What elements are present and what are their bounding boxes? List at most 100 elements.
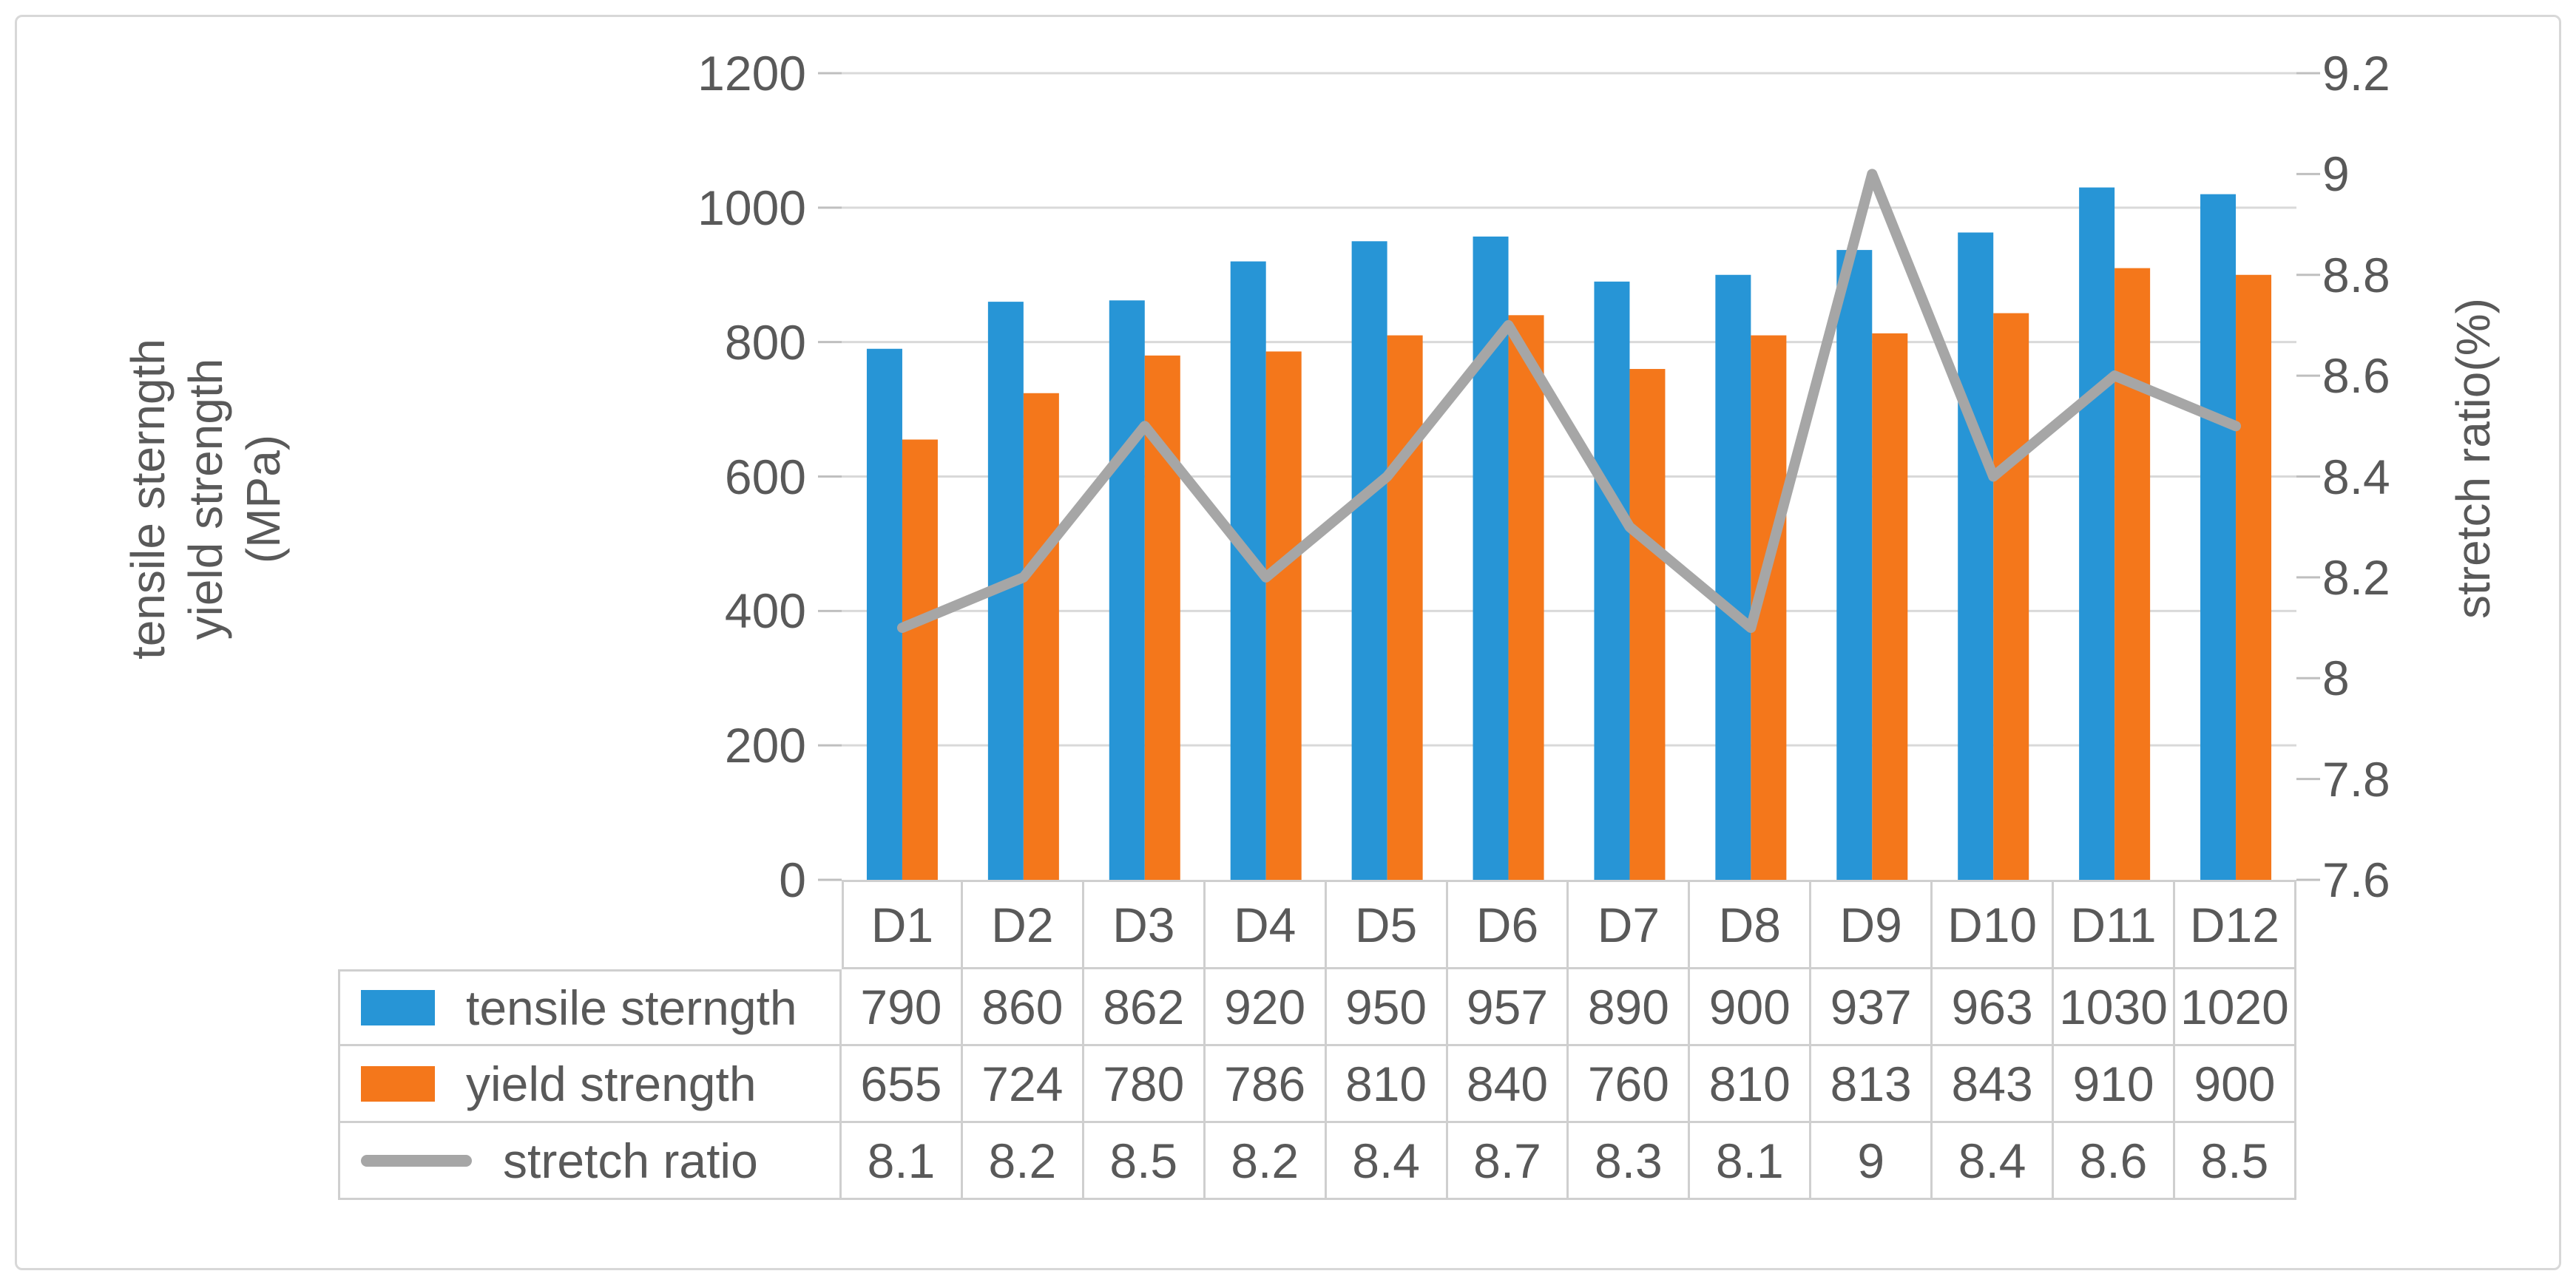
value-tensile-sterngth-D4: 920 xyxy=(1205,969,1327,1046)
value-stretch-ratio-D6: 8.7 xyxy=(1447,1123,1569,1200)
bar-tensile-sterngth-D7 xyxy=(1594,281,1630,880)
category-header-D11: D11 xyxy=(2054,880,2175,969)
value-tensile-sterngth-D9: 937 xyxy=(1811,969,1933,1046)
value-yield-strength-D4: 786 xyxy=(1205,1046,1327,1123)
left-axis-title-line2: yield strength xyxy=(179,358,232,640)
value-yield-strength-D7: 760 xyxy=(1569,1046,1691,1123)
category-header-D2: D2 xyxy=(962,880,1084,969)
value-tensile-sterngth-D3: 862 xyxy=(1084,969,1206,1046)
value-stretch-ratio-D4: 8.2 xyxy=(1205,1123,1327,1200)
right-axis-tick-label: 8.2 xyxy=(2322,549,2390,605)
value-stretch-ratio-D12: 8.5 xyxy=(2174,1123,2296,1200)
value-yield-strength-D1: 655 xyxy=(842,1046,963,1123)
bar-tensile-sterngth-D9 xyxy=(1836,250,1873,880)
series-name-label: stretch ratio xyxy=(503,1133,758,1188)
left-axis-tick-label: 0 xyxy=(779,852,806,907)
value-yield-strength-D10: 843 xyxy=(1933,1046,2055,1123)
value-tensile-sterngth-D2: 860 xyxy=(962,969,1084,1046)
left-axis-title: tensile sterngth yield strength (MPa) xyxy=(119,18,292,980)
bar-tensile-sterngth-D1 xyxy=(866,348,902,881)
bar-yield-strength-D5 xyxy=(1387,335,1423,880)
category-header-D5: D5 xyxy=(1326,880,1448,969)
value-stretch-ratio-D8: 8.1 xyxy=(1690,1123,1812,1200)
bar-tensile-sterngth-D5 xyxy=(1351,241,1387,881)
category-header-D6: D6 xyxy=(1447,880,1569,969)
bar-yield-strength-D1 xyxy=(902,439,938,880)
legend-key-yield-strength xyxy=(361,1065,435,1102)
bar-yield-strength-D7 xyxy=(1629,369,1666,880)
value-tensile-sterngth-D10: 963 xyxy=(1933,969,2055,1046)
bar-tensile-sterngth-D12 xyxy=(2200,194,2237,880)
left-axis-tick-label: 800 xyxy=(724,314,806,370)
value-tensile-sterngth-D12: 1020 xyxy=(2174,969,2296,1046)
bar-yield-strength-D11 xyxy=(2114,268,2151,880)
value-tensile-sterngth-D7: 890 xyxy=(1569,969,1691,1046)
category-header-D7: D7 xyxy=(1569,880,1691,969)
right-axis-tick-label: 9 xyxy=(2322,146,2350,202)
right-axis-tick-label: 9.2 xyxy=(2322,46,2390,101)
data-table: D1 D2 D3 D4 D5 D6 D7 D8 D9 D10 D11 D12 tensile stern… xyxy=(338,880,2296,1200)
value-stretch-ratio-D7: 8.3 xyxy=(1569,1123,1691,1200)
value-stretch-ratio-D11: 8.6 xyxy=(2054,1123,2175,1200)
bar-yield-strength-D2 xyxy=(1023,393,1059,880)
value-tensile-sterngth-D6: 957 xyxy=(1447,969,1569,1046)
left-axis-tick-label: 400 xyxy=(724,583,806,639)
right-axis-tick-label: 7.6 xyxy=(2322,852,2390,907)
bar-tensile-sterngth-D10 xyxy=(1958,232,1994,880)
value-yield-strength-D3: 780 xyxy=(1084,1046,1206,1123)
value-stretch-ratio-D9: 9 xyxy=(1811,1123,1933,1200)
value-tensile-sterngth-D11: 1030 xyxy=(2054,969,2175,1046)
bar-yield-strength-D12 xyxy=(2236,274,2272,880)
value-tensile-sterngth-D5: 950 xyxy=(1326,969,1448,1046)
category-header-D3: D3 xyxy=(1084,880,1206,969)
chart-frame-border xyxy=(15,15,2561,1270)
bar-tensile-sterngth-D11 xyxy=(2079,187,2115,880)
value-yield-strength-D11: 910 xyxy=(2054,1046,2175,1123)
value-stretch-ratio-D5: 8.4 xyxy=(1326,1123,1448,1200)
legend-key-stretch-ratio xyxy=(361,1154,472,1167)
table-corner-cell xyxy=(338,880,842,969)
table-series-row-tensile-sterngth: tensile sterngth xyxy=(338,969,842,1046)
bar-yield-strength-D9 xyxy=(1872,333,1908,880)
value-stretch-ratio-D2: 8.2 xyxy=(962,1123,1084,1200)
value-tensile-sterngth-D1: 790 xyxy=(842,969,963,1046)
category-header-D9: D9 xyxy=(1811,880,1933,969)
right-axis-tick-label: 8.8 xyxy=(2322,247,2390,302)
category-header-D4: D4 xyxy=(1205,880,1327,969)
bar-yield-strength-D10 xyxy=(1993,313,2029,880)
category-header-D1: D1 xyxy=(842,880,963,969)
bar-yield-strength-D4 xyxy=(1265,351,1302,880)
value-stretch-ratio-D1: 8.1 xyxy=(842,1123,963,1200)
left-axis-tick-label: 200 xyxy=(724,718,806,773)
left-axis-tick-label: 1000 xyxy=(697,180,806,235)
left-axis-title-line1: tensile sterngth xyxy=(121,338,175,660)
value-stretch-ratio-D10: 8.4 xyxy=(1933,1123,2055,1200)
right-axis-tick-label: 8 xyxy=(2322,651,2350,706)
value-stretch-ratio-D3: 8.5 xyxy=(1084,1123,1206,1200)
table-series-row-yield-strength: yield strength xyxy=(338,1046,842,1123)
bar-tensile-sterngth-D8 xyxy=(1715,274,1751,880)
category-header-D10: D10 xyxy=(1933,880,2055,969)
right-axis-tick-label: 8.6 xyxy=(2322,348,2390,404)
series-name-label: tensile sterngth xyxy=(466,980,797,1035)
left-axis-tick-label: 600 xyxy=(724,449,806,504)
value-yield-strength-D12: 900 xyxy=(2174,1046,2296,1123)
value-yield-strength-D9: 813 xyxy=(1811,1046,1933,1123)
value-yield-strength-D5: 810 xyxy=(1326,1046,1448,1123)
value-yield-strength-D8: 810 xyxy=(1690,1046,1812,1123)
bar-tensile-sterngth-D3 xyxy=(1109,300,1145,880)
left-axis-title-line3: (MPa) xyxy=(237,434,290,564)
bar-yield-strength-D6 xyxy=(1508,315,1544,880)
series-name-label: yield strength xyxy=(466,1056,757,1111)
left-axis-tick-label: 1200 xyxy=(697,46,806,101)
right-axis-tick-label: 7.8 xyxy=(2322,751,2390,807)
value-tensile-sterngth-D8: 900 xyxy=(1690,969,1812,1046)
right-axis-tick-label: 8.4 xyxy=(2322,449,2390,504)
category-header-D12: D12 xyxy=(2174,880,2296,969)
legend-key-tensile-sterngth xyxy=(361,990,435,1025)
table-series-row-stretch-ratio: stretch ratio xyxy=(338,1123,842,1200)
line-series-stretch-ratio xyxy=(896,169,2242,634)
category-header-D8: D8 xyxy=(1690,880,1812,969)
